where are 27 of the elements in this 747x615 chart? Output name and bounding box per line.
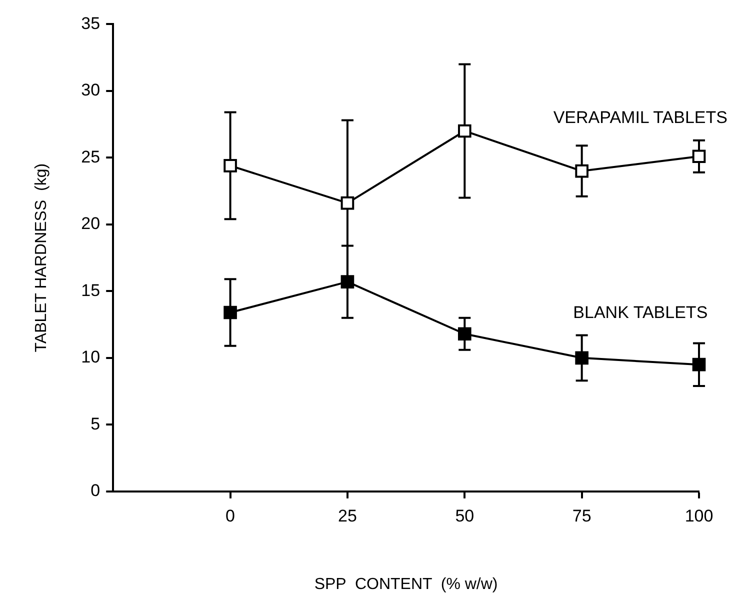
point xyxy=(458,124,472,138)
point xyxy=(458,327,472,341)
series-label: BLANK TABLETS xyxy=(573,302,708,322)
y-tick-label: 35 xyxy=(81,14,100,33)
x-tick-label: 50 xyxy=(455,506,474,526)
point xyxy=(575,164,588,178)
x-axis-title: SPP CONTENT (% w/w) xyxy=(314,576,498,593)
y-tick-label: 15 xyxy=(81,280,100,300)
series-label: VERAPAMIL TABLETS xyxy=(553,108,728,128)
point xyxy=(340,275,354,288)
y-tick-label: 30 xyxy=(81,80,100,100)
x-tick-label: 100 xyxy=(684,506,714,526)
y-tick-label: 25 xyxy=(81,147,100,166)
point xyxy=(224,306,237,320)
x-tick-label: 0 xyxy=(226,506,236,526)
point xyxy=(692,150,706,164)
y-tick-label: 0 xyxy=(90,481,100,500)
y-tick-label: 5 xyxy=(90,414,100,434)
x-tick-label: 25 xyxy=(338,506,357,526)
point xyxy=(575,351,588,365)
point xyxy=(340,196,354,210)
point xyxy=(224,159,237,172)
x-tick-label: 75 xyxy=(572,506,592,526)
y-tick-label: 20 xyxy=(81,214,100,234)
y-axis-title: TABLET HARDNESS (kg) xyxy=(33,163,50,352)
point xyxy=(692,358,706,372)
y-tick-label: 10 xyxy=(81,348,100,367)
